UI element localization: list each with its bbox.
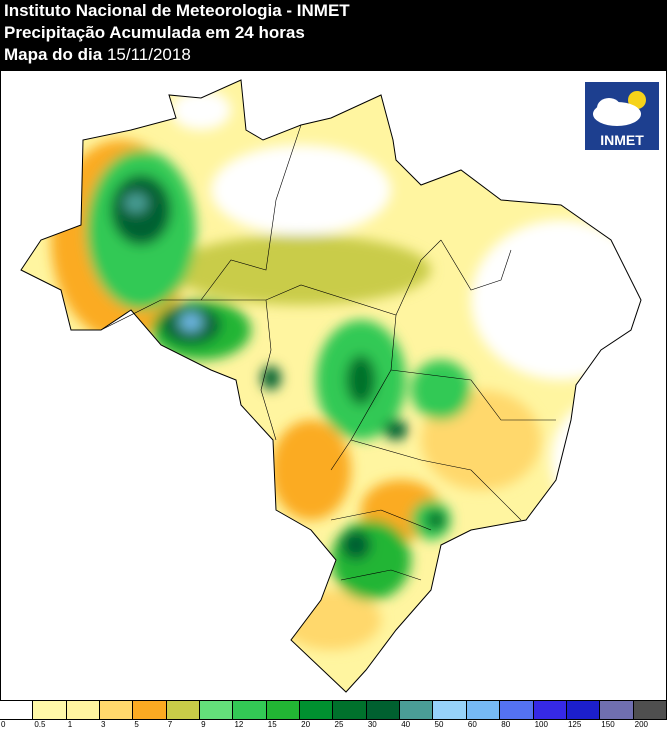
legend-swatch [500, 701, 534, 719]
legend-swatch [0, 701, 34, 719]
legend-label: 125 [567, 720, 582, 729]
legend-label: 1 [67, 720, 73, 729]
legend-swatch [633, 701, 667, 719]
legend-swatches [0, 700, 667, 720]
precipitation-legend: 0 0.5 1 3 5 7 9 12 15 20 25 30 40 50 60 80 100 125 150 200 [0, 700, 667, 730]
legend-swatch [200, 701, 234, 719]
legend-label: 200 [634, 720, 648, 729]
date-label: Mapa do dia [4, 45, 103, 64]
legend-labels: 0 0.5 1 3 5 7 9 12 15 20 25 30 40 50 60 80 100 125 150 200 [0, 720, 667, 732]
legend-swatch [166, 701, 201, 719]
map-date-line: Mapa do dia 15/11/2018 [0, 44, 667, 66]
legend-label: 80 [501, 720, 511, 729]
legend-label: 25 [334, 720, 344, 729]
legend-swatch [33, 701, 67, 719]
logo-text: INMET [600, 132, 644, 148]
legend-swatch [333, 701, 367, 719]
legend-swatch [466, 701, 501, 719]
legend-label: 100 [534, 720, 548, 729]
legend-swatch [266, 701, 301, 719]
legend-label: 7 [167, 720, 173, 729]
legend-swatch [66, 701, 101, 719]
legend-label: 12 [234, 720, 244, 729]
map-header: Instituto Nacional de Meteorologia - INM… [0, 0, 667, 71]
legend-swatch [366, 701, 401, 719]
legend-swatch [533, 701, 567, 719]
legend-swatch [233, 701, 267, 719]
legend-label: 0.5 [34, 720, 46, 729]
state-borders [100, 124, 556, 581]
precipitation-map [0, 71, 667, 700]
legend-label: 20 [301, 720, 311, 729]
legend-label: 30 [367, 720, 377, 729]
map-date: 15/11/2018 [106, 45, 191, 64]
institute-title: Instituto Nacional de Meteorologia - INM… [4, 1, 350, 20]
legend-label: 0 [1, 720, 6, 729]
legend-label: 3 [101, 720, 106, 729]
legend-swatch [100, 701, 134, 719]
legend-label: 15 [267, 720, 277, 729]
legend-swatch [433, 701, 467, 719]
legend-swatch [133, 701, 167, 719]
legend-label: 40 [401, 720, 411, 729]
legend-label: 60 [467, 720, 477, 729]
legend-label: 150 [601, 720, 615, 729]
legend-swatch [400, 701, 434, 719]
precipitation-field [21, 80, 641, 692]
cloud-sun-icon [593, 91, 646, 126]
legend-label: 9 [201, 720, 206, 729]
map-subtitle: Precipitação Acumulada em 24 horas [4, 23, 305, 42]
legend-label: 5 [134, 720, 139, 729]
legend-label: 50 [434, 720, 444, 729]
inmet-logo: INMET [585, 82, 659, 150]
brazil-map-svg [20, 79, 642, 693]
legend-swatch [600, 701, 634, 719]
legend-swatch [566, 701, 601, 719]
legend-swatch [300, 701, 334, 719]
